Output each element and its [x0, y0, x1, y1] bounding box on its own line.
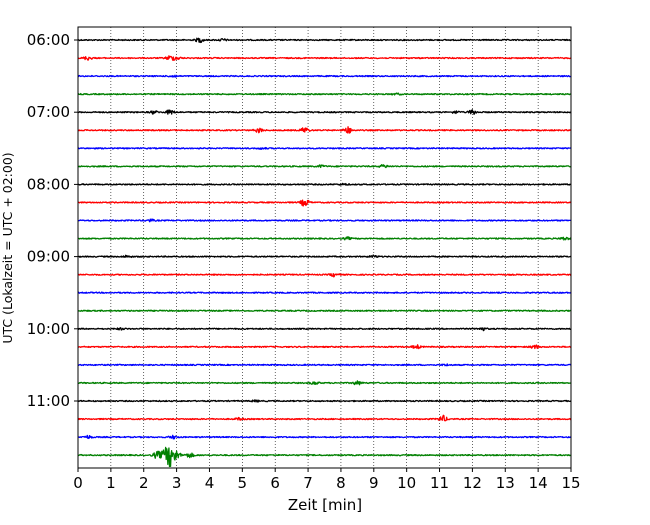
- trace-line: [77, 218, 572, 223]
- x-axis-label: Zeit [min]: [288, 496, 362, 514]
- x-tick-label: 14: [529, 474, 548, 492]
- y-axis: 06:00 07:00 08:00 09:00 10:00 11:00: [27, 31, 78, 410]
- plot-frame: [77, 26, 572, 469]
- trace-line: [77, 380, 572, 386]
- trace-line: [77, 236, 572, 241]
- trace-line: [77, 327, 572, 332]
- x-axis: 0 1 2 3 4 5 6 7 8 9 10 11 12 13 14 15: [73, 468, 581, 492]
- x-tick-label: 3: [172, 474, 182, 492]
- trace-line: [77, 164, 572, 169]
- trace-line: [77, 37, 572, 44]
- x-tick-label: 0: [73, 474, 83, 492]
- x-tick-label: 10: [397, 474, 416, 492]
- trace-line: [77, 74, 572, 78]
- x-tick-label: 13: [496, 474, 515, 492]
- x-tick-label: 12: [463, 474, 482, 492]
- trace-line: [77, 309, 572, 312]
- x-tick-label: 1: [106, 474, 116, 492]
- trace-line: [77, 254, 572, 259]
- x-tick-label: 15: [561, 474, 580, 492]
- x-tick-label: 2: [139, 474, 149, 492]
- trace-line: [77, 199, 572, 207]
- trace-line: [77, 126, 572, 134]
- trace-line: [77, 146, 572, 151]
- x-tick-label: 8: [336, 474, 346, 492]
- x-tick-label: 7: [303, 474, 313, 492]
- y-tick-label: 06:00: [27, 31, 70, 49]
- trace-line: [77, 182, 572, 186]
- trace-line: [77, 109, 572, 115]
- trace-line: [77, 92, 572, 96]
- trace-line: [77, 399, 572, 403]
- y-axis-label: UTC (Lokalzeit = UTC + 02:00): [0, 152, 15, 343]
- trace-line: [77, 55, 572, 61]
- x-tick-label: 11: [430, 474, 449, 492]
- trace-line: [77, 291, 572, 294]
- trace-line: [77, 344, 572, 350]
- trace-layer: [77, 37, 572, 468]
- x-tick-label: 4: [205, 474, 215, 492]
- x-tick-label: 6: [270, 474, 280, 492]
- x-tick-label: 9: [369, 474, 379, 492]
- trace-line: [77, 363, 572, 367]
- y-tick-label: 08:00: [27, 175, 70, 193]
- trace-line: [77, 414, 572, 422]
- trace-line: [77, 273, 572, 278]
- y-tick-label: 10:00: [27, 320, 70, 338]
- y-tick-label: 09:00: [27, 248, 70, 266]
- y-tick-label: 07:00: [27, 103, 70, 121]
- trace-line: [77, 434, 572, 440]
- x-tick-label: 5: [238, 474, 248, 492]
- y-tick-label: 11:00: [27, 392, 70, 410]
- trace-line: [77, 446, 572, 468]
